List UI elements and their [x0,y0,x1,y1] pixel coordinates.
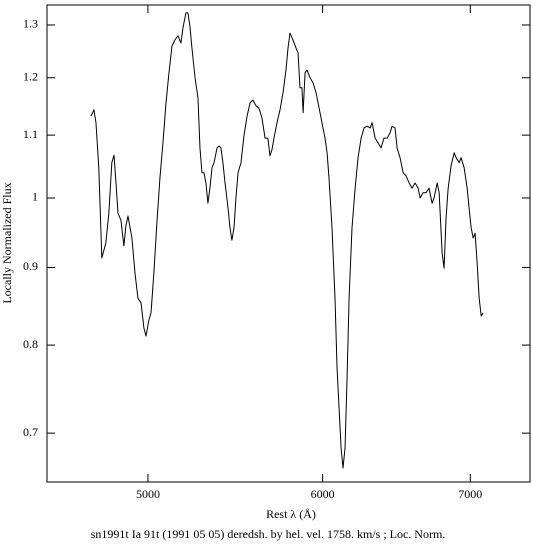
spectrum-line [90,12,484,469]
x-tick-label: 7000 [458,487,482,501]
x-tick-label: 5000 [136,487,160,501]
y-tick-label: 0.8 [23,337,38,351]
y-tick-label: 1.3 [23,17,38,31]
x-tick-label: 6000 [311,487,335,501]
x-axis-label: Rest λ (Å) [266,507,316,521]
caption: sn1991t Ia 91t (1991 05 05) deredsh. by … [91,527,446,541]
y-tick-label: 1 [32,190,38,204]
y-tick-label: 1.1 [23,127,38,141]
y-tick-label: 0.7 [23,425,38,439]
y-tick-label: 1.2 [23,70,38,84]
y-tick-label: 0.9 [23,259,38,273]
plot-frame [46,4,531,483]
y-axis-label: Locally Normalized Flux [0,182,14,303]
